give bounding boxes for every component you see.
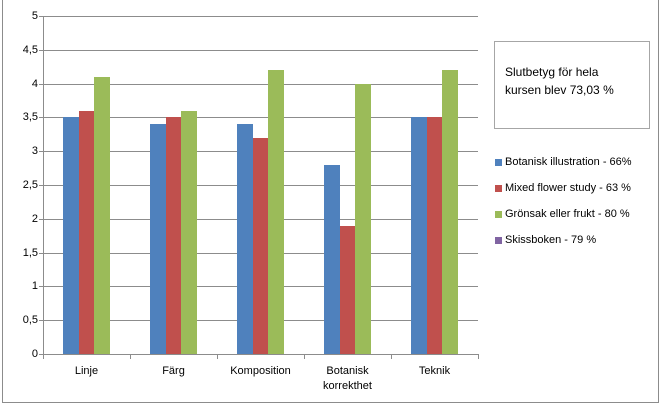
gridline (43, 16, 478, 17)
y-tick (39, 151, 43, 152)
bar-teknik-series-2[interactable] (442, 70, 458, 354)
bar-linje-series-1[interactable] (78, 110, 95, 354)
bar-linje-series-0[interactable] (63, 117, 79, 354)
y-tick (39, 16, 43, 17)
y-axis (43, 16, 44, 354)
legend-swatch-blue-icon (495, 158, 502, 166)
legend-item-mixed-flower-study: Mixed flower study - 63 % (495, 181, 660, 195)
y-tick-label: 1 (31, 280, 38, 292)
legend-item-botanisk-illustration: Botanisk illustration - 66% (495, 155, 660, 169)
legend-label: Grönsak eller frukt - 80 % (505, 208, 630, 220)
y-tick-label: 5 (31, 10, 38, 22)
bar-f-rg-series-0[interactable] (150, 124, 166, 354)
x-label-line: Komposition (230, 365, 291, 377)
legend-swatch-green-icon (495, 210, 502, 218)
legend-item-skissboken: Skissboken - 79 % (495, 233, 660, 247)
x-label-line: Botanisk (326, 365, 369, 377)
y-tick-label: 1,5 (22, 247, 38, 259)
x-category-label: Teknik (391, 364, 478, 379)
x-label-line: Färg (162, 365, 185, 377)
bar-linje-series-2[interactable] (94, 76, 110, 354)
legend-swatch-purple-icon (495, 236, 502, 244)
x-tick (304, 354, 305, 359)
x-tick (217, 354, 218, 359)
y-tick-label: 3 (31, 145, 38, 157)
gridline (43, 117, 478, 118)
y-tick (39, 320, 43, 321)
annotation-line-2: kursen blev 73,03 % (505, 83, 614, 97)
legend-item-gronsak-eller-frukt: Grönsak eller frukt - 80 % (495, 207, 660, 221)
x-tick (391, 354, 392, 359)
y-tick-label: 0,5 (22, 314, 38, 326)
x-label-line: Linje (74, 365, 99, 377)
bar-botanisk-korrekthet-series-0[interactable] (324, 164, 340, 354)
x-category-label: Komposition (217, 364, 304, 379)
bar-botanisk-korrekthet-series-2[interactable] (355, 83, 371, 354)
x-category-label: Linje (43, 364, 130, 379)
legend-label: Skissboken - 79 % (505, 234, 597, 246)
x-tick (43, 354, 44, 359)
bar-f-rg-series-2[interactable] (181, 110, 197, 354)
x-label-line: korrekthet (323, 380, 372, 392)
legend-label: Mixed flower study - 63 % (505, 182, 631, 194)
y-tick-label: 2 (31, 213, 38, 225)
x-tick (478, 354, 479, 359)
y-tick-label: 2,5 (22, 179, 38, 191)
bar-komposition-series-2[interactable] (268, 70, 284, 354)
plot-area: 0 0,5 1 1,5 2 2,5 3 3,5 4 4,5 5 Linje Färg Kompositio… (23, 10, 479, 392)
annotation-text: Slutbetyg för hela kursen blev 73,03 % (505, 63, 645, 99)
x-axis (43, 354, 478, 355)
y-tick (39, 219, 43, 220)
y-tick (39, 286, 43, 287)
annotation-line-1: Slutbetyg för hela (505, 65, 599, 79)
x-tick (130, 354, 131, 359)
x-category-label: Botanisk korrekthet (304, 364, 391, 394)
y-tick (39, 354, 43, 355)
gridline (43, 84, 478, 85)
y-tick (39, 84, 43, 85)
y-tick-label: 3,5 (22, 111, 38, 123)
x-category-label: Färg (130, 364, 217, 379)
bar-teknik-series-1[interactable] (426, 117, 443, 354)
legend-label: Botanisk illustration - 66% (505, 156, 632, 168)
bar-botanisk-korrekthet-series-1[interactable] (339, 225, 356, 354)
legend-swatch-red-icon (495, 184, 502, 192)
y-tick (39, 253, 43, 254)
y-tick (39, 117, 43, 118)
bar-komposition-series-0[interactable] (237, 124, 253, 354)
y-tick-label: 0 (31, 348, 38, 360)
legend[interactable]: Botanisk illustration - 66% Mixed flower… (495, 155, 660, 259)
gridline (43, 50, 478, 51)
y-tick-label: 4 (31, 78, 38, 90)
y-tick (39, 50, 43, 51)
y-tick-label: 4,5 (22, 44, 38, 56)
bar-komposition-series-1[interactable] (252, 137, 269, 354)
bar-f-rg-series-1[interactable] (165, 117, 182, 354)
annotation-textbox[interactable]: Slutbetyg för hela kursen blev 73,03 % (494, 41, 650, 129)
x-label-line: Teknik (418, 365, 451, 377)
bar-teknik-series-0[interactable] (411, 117, 427, 354)
y-tick (39, 185, 43, 186)
